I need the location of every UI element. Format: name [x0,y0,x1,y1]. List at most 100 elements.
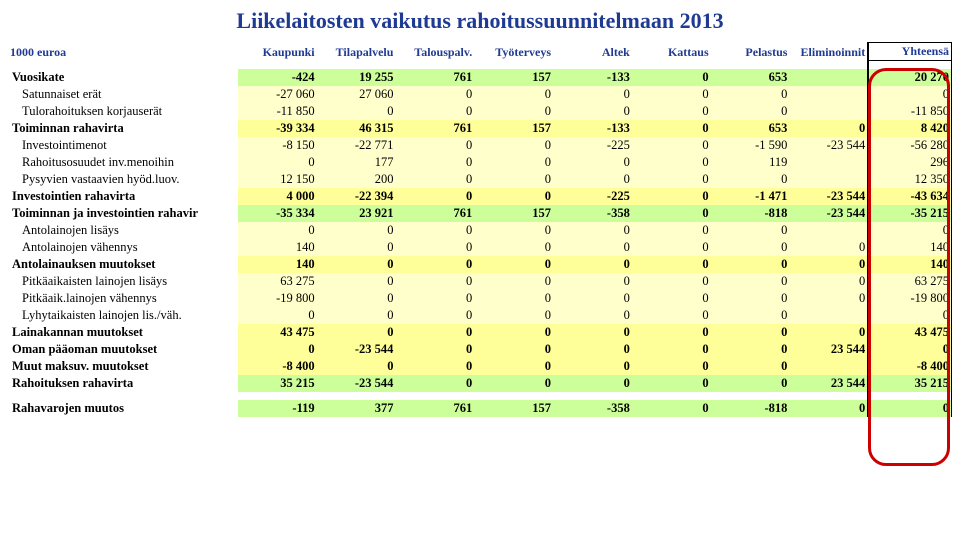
cell: 0 [553,273,632,290]
table-row: Tulorahoituksen korjauserät-11 850000000… [8,103,952,120]
cell: 0 [868,341,951,358]
cell: 8 420 [868,120,951,137]
row-label: Rahavarojen muutos [8,400,238,417]
table-row: Rahoituksen rahavirta35 215-23 544000002… [8,375,952,392]
table-row: Muut maksuv. muutokset-8 400000000-8 400 [8,358,952,375]
table-row: Pitkäaik.lainojen vähennys-19 8000000000… [8,290,952,307]
cell: 140 [238,256,317,273]
cell: 0 [474,188,553,205]
cell: 43 475 [238,324,317,341]
cell: 0 [395,86,474,103]
col-header: Talouspalv. [395,43,474,61]
financial-table: 1000 euroa Kaupunki Tilapalvelu Talouspa… [8,42,952,417]
cell: 0 [317,273,396,290]
cell: 0 [789,400,868,417]
col-header: Eliminoinnit [789,43,868,61]
cell: 0 [789,324,868,341]
cell: 0 [632,324,711,341]
cell [789,69,868,86]
cell: 0 [868,86,951,103]
cell: 0 [238,307,317,324]
cell: 377 [317,400,396,417]
cell: 0 [474,324,553,341]
cell: 23 544 [789,341,868,358]
cell: -358 [553,400,632,417]
cell: 0 [395,137,474,154]
cell: 761 [395,400,474,417]
cell [789,222,868,239]
cell: 0 [632,307,711,324]
cell: 0 [474,154,553,171]
cell: -818 [711,400,790,417]
cell: 0 [711,273,790,290]
cell: -19 800 [868,290,951,307]
cell: 35 215 [238,375,317,392]
cell: 0 [711,375,790,392]
table-row: Vuosikate-42419 255761157-133065320 270 [8,69,952,86]
cell: 0 [317,222,396,239]
row-label: Toiminnan ja investointien rahavir [8,205,238,222]
cell: -43 634 [868,188,951,205]
cell: 0 [474,358,553,375]
cell: -39 334 [238,120,317,137]
cell: 0 [395,375,474,392]
table-row: Antolainojen vähennys1400000000140 [8,239,952,256]
cell: 0 [395,273,474,290]
cell: 0 [632,341,711,358]
cell: 0 [711,256,790,273]
cell [789,358,868,375]
cell: 0 [711,239,790,256]
cell: 19 255 [317,69,396,86]
cell: -22 771 [317,137,396,154]
table-row: Antolainojen lisäys00000000 [8,222,952,239]
col-header: Pelastus [711,43,790,61]
cell: 0 [317,239,396,256]
cell: 0 [474,256,553,273]
cell: -424 [238,69,317,86]
cell: -35 334 [238,205,317,222]
cell: 63 275 [238,273,317,290]
cell: 0 [395,341,474,358]
cell: 4 000 [238,188,317,205]
cell: 0 [553,290,632,307]
cell: 0 [632,375,711,392]
cell: 0 [632,171,711,188]
row-label: Pitkäaikaisten lainojen lisäys [8,273,238,290]
cell: 20 270 [868,69,951,86]
cell: -225 [553,188,632,205]
cell: 0 [553,375,632,392]
cell: 0 [868,400,951,417]
cell: 0 [553,341,632,358]
cell: -23 544 [789,188,868,205]
cell: -1 471 [711,188,790,205]
cell: 761 [395,205,474,222]
cell: -119 [238,400,317,417]
cell: 0 [474,375,553,392]
cell: 0 [474,239,553,256]
cell: -56 280 [868,137,951,154]
cell: 0 [553,103,632,120]
cell: 296 [868,154,951,171]
cell: 12 150 [238,171,317,188]
cell: 0 [632,273,711,290]
cell: 0 [789,290,868,307]
cell: -22 394 [317,188,396,205]
cell: 0 [395,154,474,171]
cell: 0 [395,307,474,324]
row-label: Vuosikate [8,69,238,86]
cell: 0 [474,273,553,290]
col-header: Altek [553,43,632,61]
cell: -133 [553,69,632,86]
row-label: Investointien rahavirta [8,188,238,205]
cell: 0 [553,154,632,171]
row-label: Tulorahoituksen korjauserät [8,103,238,120]
cell: 0 [474,103,553,120]
col-header: Tilapalvelu [317,43,396,61]
cell: 0 [711,341,790,358]
cell: 0 [632,137,711,154]
cell: 0 [474,341,553,358]
cell: 0 [553,256,632,273]
cell: 0 [317,256,396,273]
cell: -133 [553,120,632,137]
cell: 761 [395,120,474,137]
